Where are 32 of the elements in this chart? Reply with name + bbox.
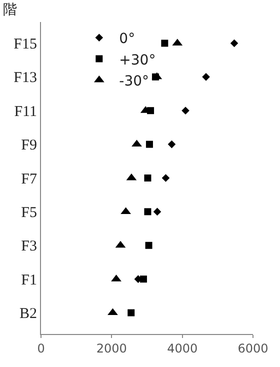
point <box>108 308 118 316</box>
point <box>146 140 153 148</box>
y-tick-label: F5 <box>21 204 37 221</box>
point <box>202 73 210 81</box>
point <box>162 174 170 182</box>
x-tick-label: 6000 <box>238 341 268 356</box>
y-tick-label: F7 <box>21 171 38 188</box>
y-tick-label: F15 <box>14 36 37 52</box>
point <box>140 276 147 283</box>
legend-label: -30° <box>119 73 150 90</box>
point <box>168 140 176 148</box>
y-tick-label: F13 <box>14 70 37 86</box>
point <box>132 140 142 147</box>
point <box>182 106 190 115</box>
point <box>144 208 152 216</box>
point <box>230 39 238 48</box>
y-tick-label: F3 <box>21 238 37 255</box>
point <box>153 208 162 216</box>
y-tick-label: F9 <box>21 138 37 154</box>
y-tick-label: B2 <box>19 306 37 322</box>
point <box>144 174 152 182</box>
legend-label: 0° <box>119 31 136 48</box>
point <box>128 309 135 316</box>
y-tick-label: F11 <box>14 104 37 120</box>
point <box>145 242 152 249</box>
point <box>161 40 168 47</box>
x-tick-label: 0 <box>37 341 45 356</box>
y-axis-title: 階 <box>3 2 17 18</box>
x-tick-label: 4000 <box>167 341 198 356</box>
legend-label: +30° <box>119 52 156 68</box>
y-tick-label: F1 <box>21 272 37 288</box>
x-tick-label: 2000 <box>96 341 127 356</box>
